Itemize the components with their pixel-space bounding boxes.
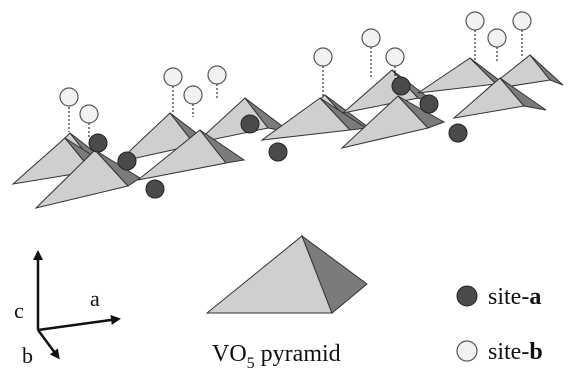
legend-site-b-label: site-b: [488, 339, 543, 365]
site-b-atoms: [59, 11, 532, 124]
axis-triad: c a b: [14, 250, 121, 368]
site-b-atom: [183, 85, 203, 105]
site-a-atom: [448, 123, 468, 143]
axis-b-arrow: [36, 329, 60, 360]
site-b-letter: b: [529, 339, 542, 365]
site-a-atoms: [88, 76, 468, 199]
site-a-atom: [268, 142, 288, 162]
vo5-pyramid: [452, 77, 547, 119]
axis-a-arrow: [37, 315, 121, 332]
site-b-bonds: [68, 30, 523, 137]
site-a-atom: [88, 133, 108, 153]
vo5-pyramid: [340, 95, 446, 149]
site-a-atom: [240, 114, 260, 134]
legend-site-a-label: site-a: [488, 284, 541, 310]
legend-pyramid: VO5 pyramid: [205, 234, 368, 372]
vo-text: VO: [212, 341, 247, 367]
site-a-atom: [145, 179, 165, 199]
axis-a-label: a: [90, 286, 100, 311]
legend-pyramid-dark-face: [300, 234, 368, 314]
vo5-pyramid: [137, 129, 246, 181]
legend-sites: site-a site-b: [456, 284, 543, 365]
site-a-letter: a: [529, 284, 541, 310]
axis-c-label: c: [14, 298, 24, 323]
vo5-pyramid: [34, 149, 141, 209]
site-a-atom: [391, 76, 411, 96]
site-b-atom: [207, 65, 227, 85]
site-b-atom: [512, 11, 532, 31]
site-a-atom: [117, 151, 137, 171]
site-a-atom: [419, 94, 439, 114]
pyramid-text: pyramid: [255, 341, 341, 367]
subscript-5: 5: [247, 355, 255, 372]
site-b-prefix: site-: [488, 339, 529, 365]
site-b-atom: [385, 47, 405, 67]
axis-b-label: b: [22, 343, 33, 368]
site-b-atom: [465, 11, 485, 31]
site-b-atom: [487, 28, 507, 48]
pyramid-chain: [11, 54, 564, 209]
site-a-prefix: site-: [488, 284, 529, 310]
vo5-pyramid: [260, 97, 368, 141]
legend-pyramid-label: VO5 pyramid: [212, 341, 341, 372]
legend-site-a-marker: [456, 285, 478, 307]
site-b-atom: [79, 104, 99, 124]
site-b-atom: [163, 67, 183, 87]
site-b-atom: [313, 47, 333, 67]
site-b-atom: [361, 28, 381, 48]
site-b-atom: [59, 87, 79, 107]
legend-site-b-marker: [456, 340, 478, 362]
